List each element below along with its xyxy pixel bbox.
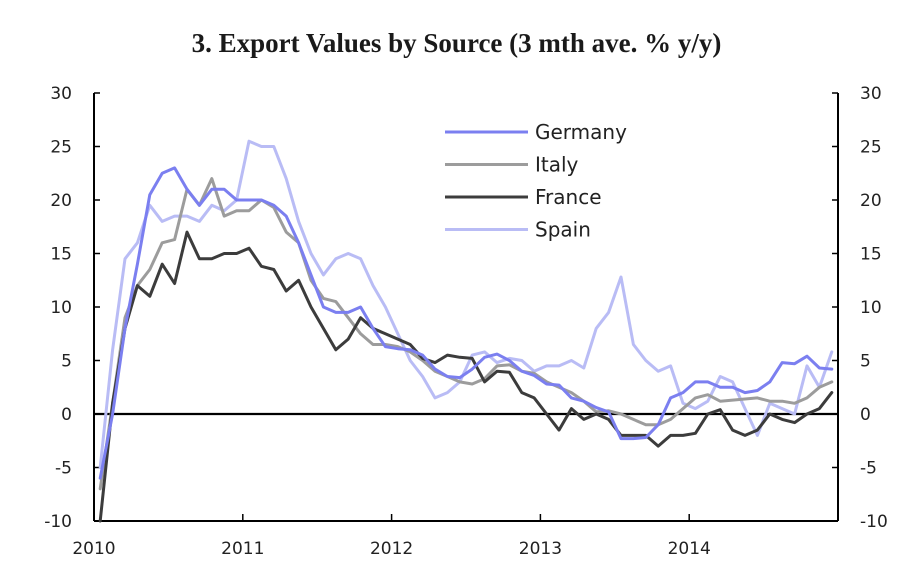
y-tick-label-left: -5 [55, 459, 72, 479]
x-tick-label: 2011 [221, 539, 264, 559]
y-tick-label-left: 20 [50, 191, 72, 211]
legend-label-germany: Germany [535, 120, 627, 144]
y-tick-label-left: 15 [50, 245, 72, 265]
y-tick-label-right: 30 [860, 84, 882, 104]
legend-label-spain: Spain [535, 218, 591, 242]
x-tick-label: 2010 [72, 539, 115, 559]
y-tick-label-right: -10 [860, 512, 888, 532]
y-tick-label-right: 10 [860, 298, 882, 318]
y-tick-label-left: 0 [61, 405, 72, 425]
chart-title: 3. Export Values by Source (3 mth ave. %… [191, 28, 722, 58]
y-tick-label-left: 5 [61, 352, 72, 372]
y-tick-label-right: 25 [860, 138, 882, 158]
legend-label-italy: Italy [535, 153, 579, 177]
series-line-france [98, 230, 834, 523]
series-line-germany [98, 166, 834, 480]
y-tick-label-left: 10 [50, 298, 72, 318]
x-tick-label: 2012 [370, 539, 413, 559]
y-tick-label-right: 20 [860, 191, 882, 211]
axes [93, 93, 839, 522]
legend: Germany Italy France Spain [445, 120, 627, 242]
y-tick-label-right: 15 [860, 245, 882, 265]
x-tick-label: 2014 [668, 539, 711, 559]
y-tick-label-right: 5 [860, 352, 871, 372]
y-tick-label-right: 0 [860, 405, 871, 425]
series-lines [98, 139, 834, 523]
y-tick-label-left: 30 [50, 84, 72, 104]
y-tick-label-right: -5 [860, 459, 877, 479]
series-line-italy [98, 177, 834, 491]
x-tick-label: 2013 [519, 539, 562, 559]
legend-label-france: France [535, 185, 602, 209]
y-tick-label-left: -10 [44, 512, 72, 532]
y-tick-label-left: 25 [50, 138, 72, 158]
